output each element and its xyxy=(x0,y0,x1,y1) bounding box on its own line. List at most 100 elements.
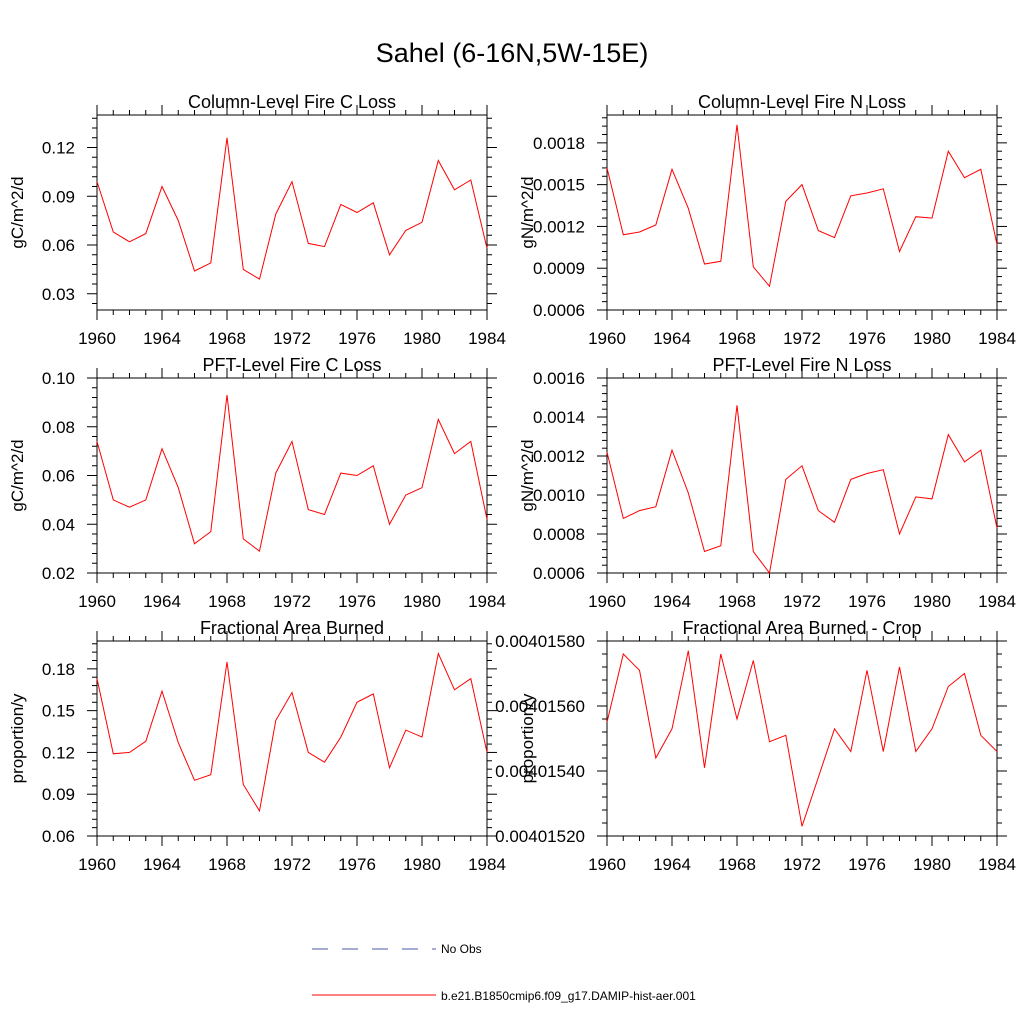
x-tick-label: 1964 xyxy=(143,329,181,348)
y-tick-label: 0.06 xyxy=(42,236,75,255)
x-tick-label: 1972 xyxy=(273,855,311,874)
x-tick-label: 1980 xyxy=(913,592,951,611)
x-tick-label: 1980 xyxy=(403,329,441,348)
y-tick-label: 0.0006 xyxy=(533,301,585,320)
y-tick-label: 0.00401560 xyxy=(495,697,585,716)
legend-swatch-model-run xyxy=(312,994,436,996)
y-axis-label: proportion/y xyxy=(518,693,537,783)
y-tick-label: 0.0016 xyxy=(533,369,585,388)
y-tick-label: 0.0009 xyxy=(533,259,585,278)
y-tick-label: 0.03 xyxy=(42,285,75,304)
x-tick-label: 1960 xyxy=(78,329,116,348)
plot-frame xyxy=(606,114,998,311)
x-tick-label: 1968 xyxy=(208,329,246,348)
x-tick-label: 1972 xyxy=(783,329,821,348)
x-tick-label: 1972 xyxy=(273,592,311,611)
chart-panel-3: PFT-Level Fire C Loss gC/m^2/d 1960 1964 196… xyxy=(8,355,506,611)
y-tick-label: 0.09 xyxy=(42,785,75,804)
y-axis-label: gN/m^2/d xyxy=(518,439,537,511)
y-tick-label: 0.09 xyxy=(42,187,75,206)
y-tick-label: 0.0008 xyxy=(533,525,585,544)
x-tick-label: 1972 xyxy=(783,855,821,874)
x-tick-label: 1980 xyxy=(913,855,951,874)
x-tick-label: 1984 xyxy=(978,592,1016,611)
x-tick-label: 1960 xyxy=(78,855,116,874)
chart-title: PFT-Level Fire N Loss xyxy=(712,355,891,375)
x-tick-label: 1960 xyxy=(588,592,626,611)
y-tick-label: 0.0010 xyxy=(533,486,585,505)
y-tick-label: 0.00401520 xyxy=(495,827,585,846)
y-tick-label: 0.00401580 xyxy=(495,632,585,651)
x-tick-label: 1972 xyxy=(273,329,311,348)
y-tick-label: 0.0012 xyxy=(533,447,585,466)
x-tick-label: 1976 xyxy=(848,855,886,874)
y-tick-label: 0.06 xyxy=(42,467,75,486)
y-axis-label: gC/m^2/d xyxy=(8,176,27,248)
y-tick-label: 0.12 xyxy=(42,743,75,762)
x-tick-label: 1960 xyxy=(78,592,116,611)
x-tick-label: 1968 xyxy=(718,592,756,611)
plot-frame xyxy=(606,640,998,837)
series-line xyxy=(96,651,488,813)
x-tick-label: 1960 xyxy=(588,855,626,874)
chart-title: Fractional Area Burned - Crop xyxy=(682,618,921,638)
chart-panel-5: Fractional Area Burned proportion/y 1960 19… xyxy=(8,618,506,874)
y-tick-label: 0.15 xyxy=(42,702,75,721)
y-tick-label: 0.12 xyxy=(42,139,75,158)
legend-swatch-no-obs xyxy=(312,948,436,950)
chart-title: Column-Level Fire C Loss xyxy=(188,92,396,112)
x-tick-label: 1976 xyxy=(338,855,376,874)
plot-frame xyxy=(96,377,488,574)
x-tick-label: 1972 xyxy=(783,592,821,611)
series-line xyxy=(606,405,998,575)
chart-title: PFT-Level Fire C Loss xyxy=(202,355,381,375)
chart-panel-2: Column-Level Fire N Loss gN/m^2/d 1960 1964… xyxy=(518,92,1016,348)
plot-frame xyxy=(606,377,998,574)
series-line xyxy=(606,124,998,288)
x-tick-label: 1968 xyxy=(718,855,756,874)
y-axis-label: proportion/y xyxy=(8,693,27,783)
chart-panel-6: Fractional Area Burned - Crop proportion/… xyxy=(495,618,1016,874)
x-tick-label: 1968 xyxy=(208,855,246,874)
x-tick-label: 1968 xyxy=(208,592,246,611)
x-tick-label: 1980 xyxy=(403,592,441,611)
x-tick-label: 1968 xyxy=(718,329,756,348)
y-tick-label: 0.0018 xyxy=(533,134,585,153)
x-tick-label: 1976 xyxy=(338,329,376,348)
x-tick-label: 1984 xyxy=(978,855,1016,874)
x-tick-label: 1964 xyxy=(143,592,181,611)
x-tick-label: 1984 xyxy=(468,855,506,874)
x-tick-label: 1964 xyxy=(653,855,691,874)
y-tick-label: 0.06 xyxy=(42,827,75,846)
chart-panel-1: Column-Level Fire C Loss gC/m^2/d 1960 1964… xyxy=(8,92,506,348)
x-tick-label: 1964 xyxy=(143,855,181,874)
y-tick-label: 0.0015 xyxy=(533,176,585,195)
series-line xyxy=(96,395,488,552)
y-tick-label: 0.00401540 xyxy=(495,762,585,781)
legend-label-no-obs: No Obs xyxy=(441,942,482,956)
y-axis-label: gN/m^2/d xyxy=(518,176,537,248)
plot-frame xyxy=(96,640,488,837)
x-tick-label: 1976 xyxy=(848,592,886,611)
x-tick-label: 1980 xyxy=(913,329,951,348)
y-tick-label: 0.0012 xyxy=(533,217,585,236)
y-tick-label: 0.08 xyxy=(42,418,75,437)
y-tick-label: 0.0006 xyxy=(533,564,585,583)
y-tick-label: 0.0014 xyxy=(533,408,585,427)
x-tick-label: 1984 xyxy=(978,329,1016,348)
x-tick-label: 1964 xyxy=(653,592,691,611)
x-tick-label: 1984 xyxy=(468,329,506,348)
series-line xyxy=(606,650,998,827)
x-tick-label: 1984 xyxy=(468,592,506,611)
y-tick-label: 0.04 xyxy=(42,515,75,534)
chart-title: Column-Level Fire N Loss xyxy=(698,92,906,112)
x-tick-label: 1976 xyxy=(338,592,376,611)
y-tick-label: 0.02 xyxy=(42,564,75,583)
series-line xyxy=(96,137,488,280)
chart-title: Fractional Area Burned xyxy=(200,618,384,638)
y-axis-label: gC/m^2/d xyxy=(8,439,27,511)
y-tick-label: 0.10 xyxy=(42,369,75,388)
plot-frame xyxy=(96,114,488,311)
x-tick-label: 1980 xyxy=(403,855,441,874)
